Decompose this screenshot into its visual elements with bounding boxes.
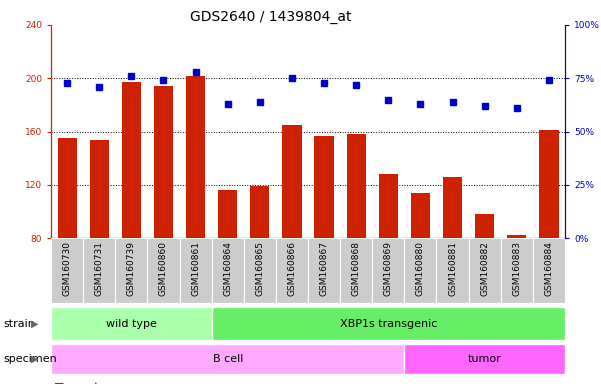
Text: ▶: ▶	[31, 354, 38, 364]
Bar	[404, 344, 565, 374]
Text: GSM160861: GSM160861	[191, 242, 200, 296]
Bar	[51, 238, 83, 303]
Bar	[282, 125, 302, 238]
Text: GSM160880: GSM160880	[416, 242, 425, 296]
Bar	[51, 307, 212, 340]
Bar	[186, 76, 205, 238]
Bar	[379, 174, 398, 238]
Bar	[250, 186, 269, 238]
Bar	[51, 344, 404, 374]
Text: ■: ■	[54, 382, 64, 384]
Text: GSM160882: GSM160882	[480, 242, 489, 296]
Bar	[244, 238, 276, 303]
Bar	[501, 238, 533, 303]
Text: GSM160869: GSM160869	[384, 242, 393, 296]
Text: wild type: wild type	[106, 318, 157, 329]
Text: GSM160868: GSM160868	[352, 242, 361, 296]
Bar	[539, 130, 558, 238]
Text: count: count	[69, 382, 99, 384]
Bar	[218, 190, 237, 238]
Text: GSM160860: GSM160860	[159, 242, 168, 296]
Text: GSM160883: GSM160883	[512, 242, 521, 296]
Bar	[212, 307, 565, 340]
Text: ▶: ▶	[31, 318, 38, 329]
Bar	[115, 238, 147, 303]
Text: GSM160731: GSM160731	[95, 242, 104, 296]
Bar	[443, 177, 462, 238]
Text: GSM160866: GSM160866	[287, 242, 296, 296]
Text: B cell: B cell	[213, 354, 243, 364]
Bar	[347, 134, 366, 238]
Text: strain: strain	[3, 318, 35, 329]
Text: XBP1s transgenic: XBP1s transgenic	[340, 318, 437, 329]
Bar	[58, 138, 77, 238]
Bar	[404, 238, 436, 303]
Bar	[507, 235, 526, 238]
Text: GSM160867: GSM160867	[320, 242, 329, 296]
Bar	[469, 238, 501, 303]
Bar	[308, 238, 340, 303]
Text: GSM160881: GSM160881	[448, 242, 457, 296]
Text: GSM160865: GSM160865	[255, 242, 264, 296]
Text: GSM160730: GSM160730	[63, 242, 72, 296]
Bar	[83, 238, 115, 303]
Text: tumor: tumor	[468, 354, 501, 364]
Bar	[180, 238, 212, 303]
Bar	[340, 238, 372, 303]
Text: GSM160739: GSM160739	[127, 242, 136, 296]
Text: GDS2640 / 1439804_at: GDS2640 / 1439804_at	[190, 10, 351, 23]
Bar	[90, 139, 109, 238]
Text: GSM160864: GSM160864	[223, 242, 232, 296]
Bar	[410, 193, 430, 238]
Bar	[122, 82, 141, 238]
Bar	[314, 136, 334, 238]
Bar	[436, 238, 469, 303]
Text: specimen: specimen	[3, 354, 56, 364]
Bar	[212, 238, 244, 303]
Bar	[276, 238, 308, 303]
Bar	[533, 238, 565, 303]
Bar	[147, 238, 180, 303]
Bar	[475, 214, 494, 238]
Bar	[154, 86, 173, 238]
Bar	[372, 238, 404, 303]
Text: GSM160884: GSM160884	[545, 242, 554, 296]
